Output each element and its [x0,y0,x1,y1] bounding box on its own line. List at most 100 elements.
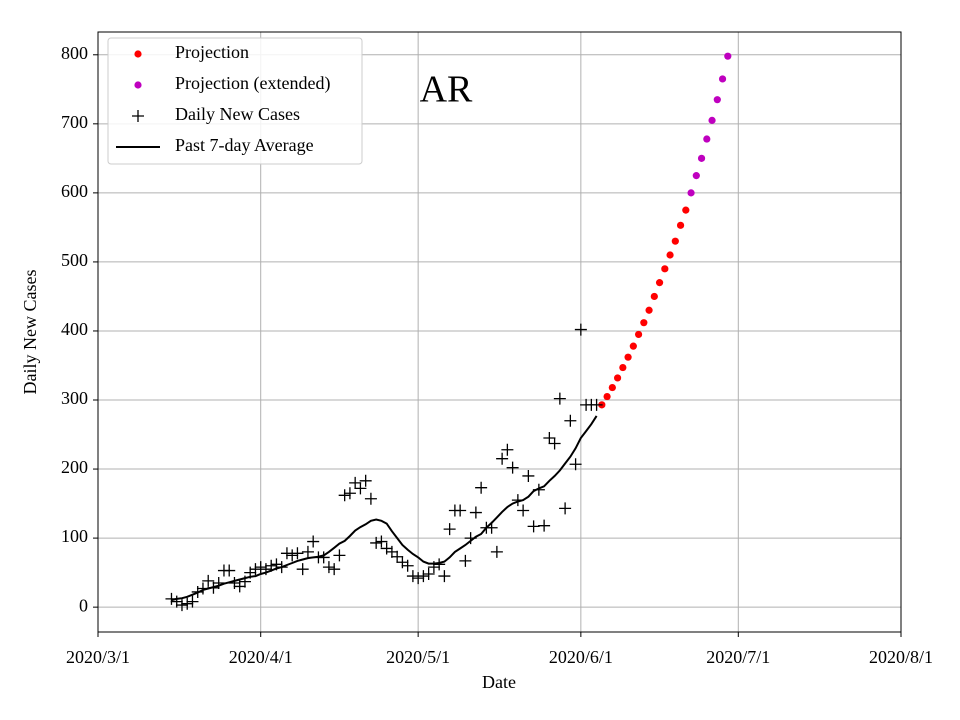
projection-point [634,330,643,339]
projection-point [692,172,700,180]
plus-marker [538,519,551,532]
projection-point [640,319,648,327]
plus-marker [307,535,320,548]
plus-marker [391,550,404,563]
projection-point [666,251,674,259]
projection-point [718,75,727,83]
plus-marker [286,549,299,562]
y-tick-label: 0 [79,595,88,615]
plus-marker [338,489,351,502]
projection-point [650,292,658,301]
projection-point [613,374,622,382]
plus-marker [132,110,144,122]
plus-marker [459,554,472,567]
plus-marker [328,563,341,576]
plus-marker [181,597,194,610]
x-tick-label: 2020/8/1 [869,647,933,667]
plus-marker [517,504,530,517]
plus-marker [506,461,519,474]
plus-marker [233,580,246,593]
plus-marker [249,563,262,576]
plus-marker [212,576,225,589]
projection-point [603,392,611,401]
plus-marker [175,599,188,612]
plus-marker [186,595,199,608]
plus-marker [527,520,540,533]
y-tick-label: 500 [61,250,88,270]
legend-label: Projection [175,42,249,62]
plus-marker [223,564,236,577]
legend-label: Projection (extended) [175,73,330,94]
x-tick-label: 2020/4/1 [229,647,293,667]
plus-marker [375,535,388,548]
plus-marker [438,570,451,583]
plus-marker [343,487,356,500]
plus-marker [469,506,482,519]
y-tick-label: 400 [61,319,88,339]
plus-marker [291,547,304,560]
legend-label: Daily New Cases [175,104,300,124]
plus-marker [569,458,582,471]
projection-point [724,52,732,60]
marks [165,52,732,612]
plus-marker [522,469,535,482]
x-tick-label: 2020/3/1 [66,647,130,667]
y-tick-label: 200 [61,457,88,477]
ticks: 0 100 200 300 400 500 600 700 800 2020/3/1 2020/4/… [61,43,933,667]
projection-point [671,237,679,245]
plus-marker [417,570,430,583]
plus-marker [359,474,372,487]
plus-marker [301,545,314,558]
projection-point [661,265,669,273]
plus-marker [317,551,330,564]
projection-point [645,306,653,314]
x-tick-label: 2020/7/1 [706,647,770,667]
plus-marker [364,492,377,505]
plus-marker [574,323,587,336]
x-tick-label: 2020/6/1 [549,647,613,667]
plus-marker [443,523,456,536]
plus-marker [559,502,572,515]
plus-marker [422,568,435,581]
y-tick-label: 100 [61,526,88,546]
average-line [171,415,598,602]
projection-point [687,189,695,197]
legend-dot [134,81,142,89]
x-axis-label: Date [482,672,516,692]
plus-marker [370,536,383,549]
y-tick-label: 700 [61,112,88,132]
plus-marker [322,561,335,574]
plus-marker [412,572,425,585]
plus-marker [349,476,362,489]
projection-point [713,96,721,104]
projection-point [708,116,716,124]
plus-marker [401,559,414,572]
plus-marker [496,452,509,465]
projection-point [624,353,632,361]
legend-dot [134,50,142,58]
plus-marker [475,481,488,494]
plus-marker [501,443,514,456]
projection-point [619,363,627,372]
y-tick-label: 600 [61,181,88,201]
projection-point [676,221,685,229]
plus-marker [454,504,467,517]
projection-point [682,206,690,214]
projection-point [608,383,616,392]
plus-marker [354,482,367,495]
plus-marker [543,431,556,444]
plus-marker [406,570,419,583]
plus-marker [553,392,566,405]
plus-marker [296,563,309,576]
projection-point [629,342,637,350]
legend-label: Past 7-day Average [175,135,314,155]
plus-marker [333,549,346,562]
plus-marker [548,437,561,450]
legend-box [107,37,363,165]
plus-marker [385,545,398,558]
x-tick-label: 2020/5/1 [386,647,450,667]
projection-point [703,135,711,143]
y-tick-label: 300 [61,388,88,408]
plus-marker [202,574,215,587]
